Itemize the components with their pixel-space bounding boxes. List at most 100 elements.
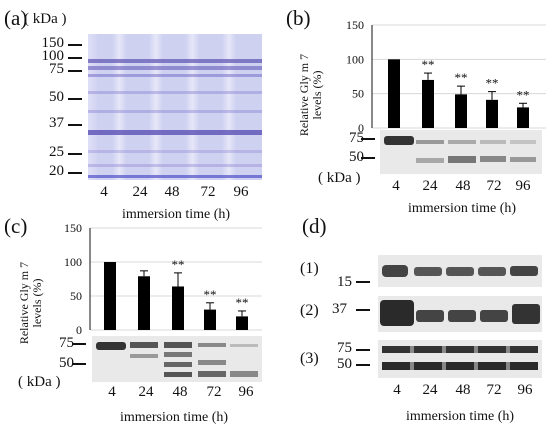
panel-c-bar — [236, 316, 248, 330]
blot-band — [416, 310, 444, 322]
panel-a-marker-tick — [68, 44, 82, 46]
gel-band — [88, 130, 262, 135]
panel-a-marker-tick — [68, 98, 82, 100]
blot-band — [416, 158, 444, 163]
blot-band — [480, 310, 508, 322]
panel-b-ytick-label: 0 — [358, 121, 364, 135]
panel-d-row2-marker: 37 — [332, 301, 347, 317]
panel-b-significance: ** — [517, 87, 530, 102]
panel-b-marker-50: 50 — [349, 149, 364, 165]
panel-d-row1-label: (1) — [300, 260, 319, 277]
panel-b-lane-label: 48 — [455, 178, 471, 194]
panel-c-bar — [104, 262, 116, 330]
panel-b-xlabel: immersion time (h) — [407, 201, 517, 216]
gel-band — [88, 74, 262, 77]
panel-b-ytick-label: 150 — [346, 18, 364, 32]
panel-a-marker-label: 100 — [41, 48, 65, 64]
panel-d-row3-marker-75-tick — [356, 349, 370, 351]
blot-band — [480, 140, 506, 144]
panel-d-row1-marker-tick — [356, 281, 370, 283]
panel-a-lane-label: 24 — [132, 184, 148, 200]
blot-band — [198, 343, 226, 347]
gel-band — [88, 66, 262, 70]
blot-band — [448, 310, 476, 322]
panel-c-significance: ** — [236, 295, 249, 310]
blot-band — [414, 267, 442, 276]
panel-d-row3-marker-50: 50 — [337, 356, 352, 372]
panel-c-marker-50-tick — [72, 363, 86, 365]
panel-a-lane-label: 48 — [164, 184, 180, 200]
blot-band — [198, 371, 226, 377]
panel-a-marker-label: 20 — [49, 163, 64, 179]
panel-c-marker-75: 75 — [59, 335, 74, 351]
panel-b-lane-label: 4 — [392, 178, 400, 194]
panel-a-marker-label: 37 — [49, 115, 64, 131]
panel-a-marker-label: 50 — [49, 89, 64, 105]
panel-b-marker-75: 75 — [349, 130, 364, 146]
panel-c-ytick-label: 150 — [64, 221, 82, 235]
panel-c-lane-label: 24 — [138, 384, 154, 400]
blot-band — [448, 140, 476, 144]
gel-dye-front — [88, 175, 262, 178]
blot-band — [230, 371, 258, 377]
panel-b-lane-label: 24 — [422, 178, 438, 194]
panel-a-lane-label: 72 — [200, 184, 216, 200]
panel-d-lane-label: 48 — [455, 382, 471, 398]
panel-b-lane-label: 96 — [515, 178, 531, 194]
blot-band — [416, 140, 444, 144]
panel-b-ytick-label: 50 — [352, 87, 364, 101]
panel-a-lane-label: 4 — [100, 184, 108, 200]
blot-band — [510, 157, 536, 162]
panel-c-marker-75-tick — [72, 343, 86, 345]
blot-band — [164, 372, 192, 377]
blot-band — [382, 346, 538, 353]
blot-band — [380, 300, 414, 326]
panel-d-row3-marker-50-tick — [356, 364, 370, 366]
blot-band — [164, 342, 192, 348]
panel-b-marker-50-tick — [361, 157, 375, 159]
panel-a-label: (a) — [4, 6, 28, 30]
panel-c-bar — [172, 286, 184, 330]
gel-band — [88, 59, 262, 63]
panel-a-marker-tick — [68, 57, 82, 59]
panel-a-marker-tick — [68, 153, 82, 155]
panel-d-xlabel: immersion time (h) — [405, 409, 515, 424]
panel-b-blot — [380, 130, 542, 174]
panel-c-ytick-label: 0 — [76, 323, 82, 337]
panel-d-row2-marker-tick — [356, 309, 370, 311]
panel-b-marker-75-tick — [361, 138, 375, 140]
panel-d-blot-3 — [378, 340, 542, 378]
panel-a-xlabel: immersion time (h) — [121, 207, 231, 222]
panel-d-row1-marker: 15 — [337, 274, 352, 290]
panel-b-significance: ** — [455, 70, 468, 85]
gel-band — [88, 91, 262, 94]
blot-band — [478, 267, 506, 276]
gel-band — [88, 164, 262, 167]
panel-b-bar — [455, 94, 467, 128]
panel-b-ytick-label: 100 — [346, 52, 364, 66]
panel-d-row2-label: (2) — [300, 302, 319, 319]
panel-c-kda-label: ( kDa ) — [18, 374, 61, 390]
panel-c-marker-50: 50 — [59, 355, 74, 371]
blot-band — [510, 266, 538, 276]
panel-c-bar — [138, 276, 150, 330]
panel-b-bar — [388, 59, 400, 129]
panel-c-ylabel: Relative Gly m 7 levels (%) — [0, 262, 118, 344]
blot-band — [512, 304, 540, 324]
panel-c-significance: ** — [204, 287, 217, 302]
blot-band — [198, 360, 226, 365]
panel-b-kda-label: ( kDa ) — [318, 170, 361, 186]
panel-c-significance: ** — [172, 257, 185, 272]
blot-band — [96, 342, 126, 350]
panel-d-row3-marker-75: 75 — [337, 340, 352, 356]
panel-d-lane-label: 72 — [486, 382, 502, 398]
blot-band — [448, 156, 476, 163]
blot-band — [230, 344, 258, 347]
panel-d-lane-label: 4 — [393, 382, 401, 398]
panel-d-lane-label: 96 — [517, 382, 533, 398]
panel-c-lane-label: 48 — [172, 384, 188, 400]
panel-c-label: (c) — [4, 214, 28, 238]
panel-b-label: (b) — [286, 6, 311, 30]
